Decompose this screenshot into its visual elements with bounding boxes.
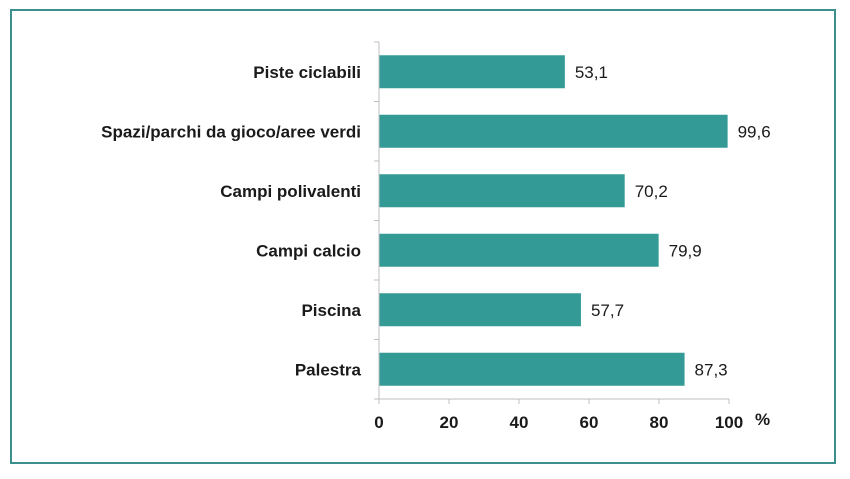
category-label: Piscina: [301, 301, 361, 320]
bar: [379, 293, 581, 327]
category-label: Spazi/parchi da gioco/aree verdi: [101, 122, 361, 141]
bar: [379, 352, 685, 386]
x-tick-label: 0: [374, 413, 383, 432]
axes-group: 0 20 40 60 80 100: [374, 41, 743, 432]
x-tick-label: 80: [650, 413, 669, 432]
value-label: 99,6: [738, 122, 771, 141]
value-label: 53,1: [575, 63, 608, 82]
labels-group: Piste ciclabili 53,1 Spazi/parchi da gioco…: [101, 63, 771, 380]
bar: [379, 233, 659, 267]
x-axis-unit-label: %: [755, 410, 770, 429]
category-label: Palestra: [295, 360, 362, 379]
category-label: Piste ciclabili: [253, 63, 361, 82]
x-tick-label: 100: [715, 413, 743, 432]
value-label: 79,9: [669, 241, 702, 260]
category-label: Campi calcio: [256, 241, 361, 260]
bar: [379, 174, 625, 208]
x-tick-label: 60: [580, 413, 599, 432]
bars-group: [379, 55, 728, 386]
value-label: 87,3: [695, 360, 728, 379]
value-label: 57,7: [591, 301, 624, 320]
x-tick-label: 40: [510, 413, 529, 432]
x-tick-label: 20: [440, 413, 459, 432]
bar: [379, 55, 565, 89]
value-label: 70,2: [635, 182, 668, 201]
category-label: Campi polivalenti: [220, 182, 361, 201]
bar: [379, 114, 728, 148]
